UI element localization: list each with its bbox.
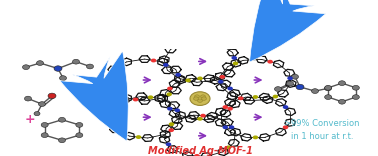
Text: +: +	[100, 96, 110, 109]
Circle shape	[37, 61, 43, 66]
Circle shape	[325, 95, 332, 100]
Circle shape	[197, 99, 203, 102]
Circle shape	[218, 80, 223, 84]
Circle shape	[109, 122, 115, 126]
Circle shape	[352, 85, 359, 90]
Circle shape	[253, 95, 258, 99]
Circle shape	[87, 64, 93, 69]
Circle shape	[108, 83, 114, 87]
Circle shape	[169, 122, 174, 126]
Circle shape	[175, 108, 180, 112]
Circle shape	[352, 95, 359, 100]
Circle shape	[200, 95, 206, 98]
Circle shape	[115, 102, 121, 106]
Text: +: +	[25, 113, 35, 126]
Circle shape	[227, 107, 233, 111]
Circle shape	[325, 85, 332, 90]
Circle shape	[339, 99, 345, 104]
Circle shape	[274, 87, 282, 91]
Circle shape	[190, 92, 210, 105]
Text: Modified Ag-MOF-1: Modified Ag-MOF-1	[147, 146, 253, 156]
Circle shape	[23, 65, 29, 70]
Circle shape	[166, 92, 172, 96]
Circle shape	[175, 44, 180, 48]
Circle shape	[287, 76, 293, 80]
Circle shape	[41, 133, 48, 138]
Circle shape	[39, 102, 45, 106]
Circle shape	[200, 114, 206, 118]
Circle shape	[169, 128, 174, 132]
Circle shape	[48, 93, 56, 99]
Circle shape	[227, 87, 233, 90]
Circle shape	[324, 86, 332, 91]
Circle shape	[59, 76, 67, 80]
Circle shape	[136, 135, 141, 139]
Circle shape	[163, 63, 169, 67]
Circle shape	[185, 78, 191, 82]
Circle shape	[167, 107, 173, 111]
Circle shape	[151, 59, 156, 62]
Circle shape	[175, 73, 181, 77]
Circle shape	[339, 81, 345, 85]
Circle shape	[291, 74, 299, 79]
Circle shape	[253, 135, 258, 139]
Circle shape	[167, 87, 173, 90]
Circle shape	[238, 96, 243, 100]
Circle shape	[273, 95, 278, 98]
Circle shape	[267, 60, 273, 64]
Circle shape	[76, 133, 83, 138]
Circle shape	[194, 154, 200, 156]
Circle shape	[133, 98, 138, 101]
Circle shape	[283, 125, 288, 129]
Circle shape	[209, 41, 215, 44]
Circle shape	[231, 56, 237, 60]
Circle shape	[166, 142, 171, 146]
Circle shape	[229, 125, 234, 129]
Circle shape	[223, 125, 228, 129]
Circle shape	[287, 81, 293, 86]
Circle shape	[311, 89, 319, 93]
Text: >99% Conversion
in 1 hour at r.t.: >99% Conversion in 1 hour at r.t.	[284, 119, 360, 141]
Circle shape	[233, 62, 238, 65]
Circle shape	[220, 75, 225, 79]
Circle shape	[41, 122, 48, 127]
Circle shape	[117, 64, 123, 68]
Circle shape	[73, 59, 79, 64]
Circle shape	[195, 95, 200, 98]
Circle shape	[59, 117, 65, 122]
Circle shape	[296, 84, 304, 90]
Circle shape	[76, 122, 83, 127]
Circle shape	[194, 97, 198, 100]
Circle shape	[226, 145, 231, 149]
Circle shape	[201, 97, 206, 100]
Circle shape	[283, 105, 288, 109]
Circle shape	[223, 105, 228, 109]
Circle shape	[34, 112, 40, 116]
Circle shape	[25, 96, 31, 101]
Circle shape	[148, 95, 153, 99]
Circle shape	[54, 66, 62, 71]
Circle shape	[197, 76, 203, 80]
Circle shape	[197, 117, 203, 121]
Circle shape	[59, 138, 65, 143]
